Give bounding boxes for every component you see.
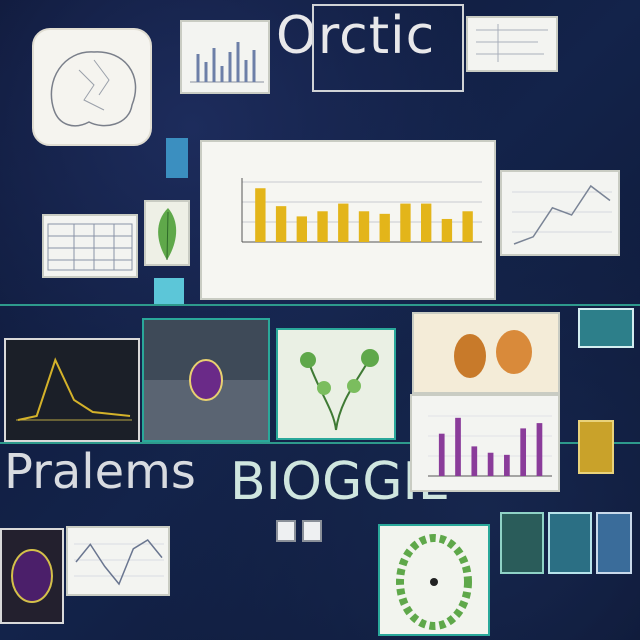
spike-series xyxy=(17,357,131,421)
purple-bar xyxy=(536,423,543,476)
gold-bar xyxy=(338,203,349,242)
purple-bar-chart xyxy=(428,415,552,477)
gold-bar xyxy=(441,218,453,242)
gold-bar xyxy=(296,216,307,242)
gold-bar xyxy=(400,203,411,242)
main-bar-chart xyxy=(241,178,482,243)
purple-bar-chart-card xyxy=(410,394,560,492)
right-line-series xyxy=(513,184,611,245)
spike-chart xyxy=(16,357,132,421)
purple-bar xyxy=(504,454,510,476)
cell-icon xyxy=(144,320,268,440)
leaf-icon xyxy=(158,208,177,261)
tile-2 xyxy=(548,512,592,574)
purple-bar xyxy=(520,428,527,476)
gold-bar xyxy=(275,206,287,242)
plant-drawing-card xyxy=(276,328,396,440)
mini-bar-chart-card xyxy=(180,20,270,94)
purple-bar xyxy=(455,417,461,476)
cell-photo-card xyxy=(142,318,270,442)
tile-1 xyxy=(500,512,544,574)
gold-bar xyxy=(255,188,266,242)
gold-bar xyxy=(421,203,432,242)
title-top: Orctic xyxy=(276,6,436,66)
wave-series xyxy=(75,539,163,586)
purple-bar xyxy=(487,452,494,476)
gold-bar xyxy=(462,211,473,242)
spike-chart-card xyxy=(4,338,140,442)
tile-small-cyan xyxy=(154,278,184,304)
tile-gold xyxy=(578,420,614,474)
petri-dish-icon xyxy=(396,534,472,630)
plant-card xyxy=(144,200,190,266)
gold-bar xyxy=(379,213,390,242)
purple-bar xyxy=(438,433,445,476)
tile-3 xyxy=(596,512,632,574)
gold-bar xyxy=(358,211,370,242)
table-card xyxy=(42,214,138,278)
petri-dish-card xyxy=(378,524,490,636)
bottom-left-photo xyxy=(0,528,64,624)
purple-bar xyxy=(471,446,478,476)
seed-card xyxy=(412,312,560,394)
cell-icon xyxy=(11,549,53,603)
seed-icon xyxy=(454,330,532,378)
title-bottom-left: Pralems xyxy=(4,444,196,500)
mini-bar-chart xyxy=(190,42,264,83)
tile-small-blue xyxy=(166,138,188,178)
right-line-chart-card xyxy=(500,170,620,256)
table-sketch xyxy=(476,24,548,62)
brain-sketch-card xyxy=(32,28,152,146)
title-frame xyxy=(312,4,464,92)
gold-bar xyxy=(317,211,328,242)
right-line-chart xyxy=(512,184,612,245)
icon-square-1 xyxy=(276,520,296,542)
tile-teal xyxy=(578,308,634,348)
divider-2 xyxy=(0,442,640,444)
plant-drawing xyxy=(300,349,379,431)
wave-chart-card xyxy=(66,526,170,596)
top-right-note-card xyxy=(466,16,558,72)
icon-square-2 xyxy=(302,520,322,542)
main-bar-chart-card xyxy=(200,140,496,300)
brain-icon xyxy=(50,51,137,127)
wave-chart xyxy=(74,539,164,586)
table-grid xyxy=(47,223,133,271)
divider-1 xyxy=(0,304,640,306)
